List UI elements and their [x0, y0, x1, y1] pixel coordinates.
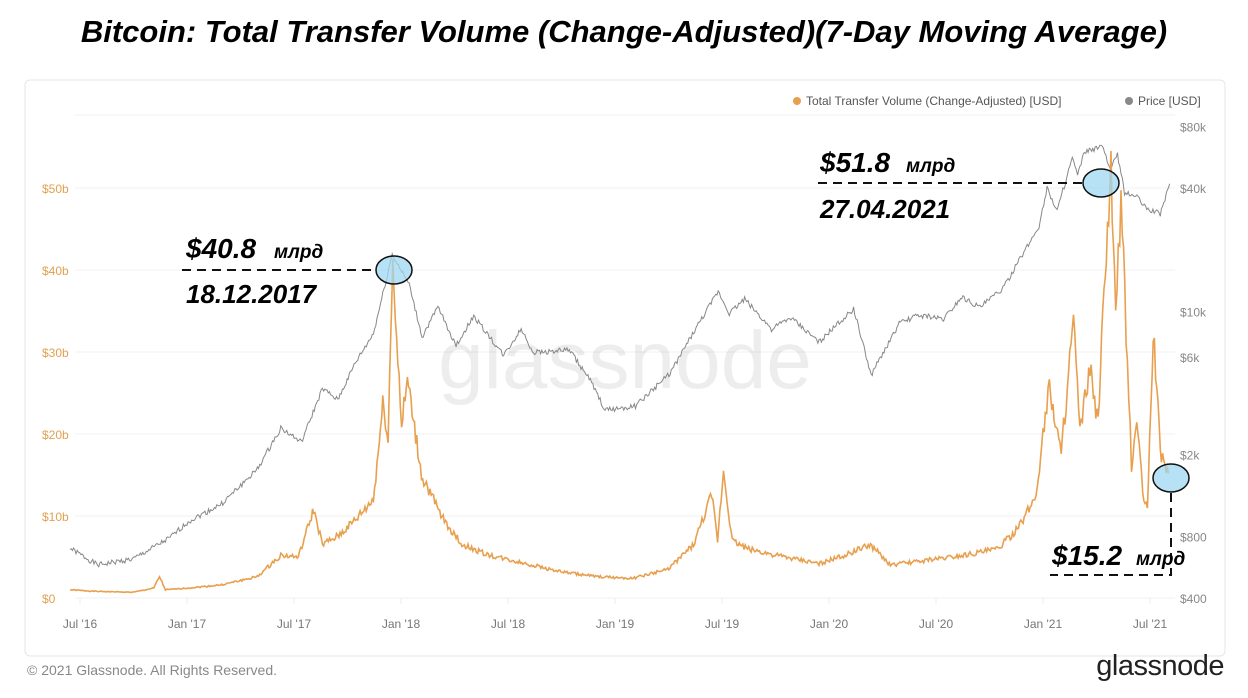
- legend-price-label: Price [USD]: [1138, 94, 1201, 108]
- annotation-2017-value: $40.8: [185, 233, 256, 264]
- x-tick-label: Jan '20: [810, 617, 849, 631]
- current-marker: [1152, 463, 1190, 493]
- annotation-2021-date: 27.04.2021: [819, 194, 950, 224]
- annotation-current-value: $15.2: [1051, 540, 1122, 571]
- y-right-tick-label: $2k: [1180, 449, 1200, 463]
- watermark: glassnode: [438, 315, 812, 406]
- y-right-tick-label: $10k: [1180, 305, 1207, 319]
- price-line: [69, 144, 1171, 568]
- y-right-tick-label: $800: [1180, 530, 1207, 544]
- y-left-tick-label: $30b: [42, 346, 69, 360]
- annotation-2021-value: $51.8: [819, 147, 890, 178]
- volume-line: [69, 150, 1170, 594]
- x-tick-label: Jul '18: [491, 617, 526, 631]
- x-tick-label: Jul '19: [705, 617, 740, 631]
- x-tick-label: Jul '20: [919, 617, 954, 631]
- y-left-tick-label: $40b: [42, 264, 69, 278]
- legend-volume-marker: [793, 97, 801, 105]
- y-left-tick-label: $50b: [42, 182, 69, 196]
- x-tick-label: Jan '19: [596, 617, 635, 631]
- copyright: © 2021 Glassnode. All Rights Reserved.: [27, 662, 278, 678]
- x-tick-label: Jul '17: [277, 617, 312, 631]
- x-tick-label: Jan '17: [168, 617, 207, 631]
- x-tick-label: Jul '21: [1133, 617, 1168, 631]
- y-right-tick-label: $6k: [1180, 351, 1200, 365]
- peak-2021-marker: [1082, 168, 1120, 198]
- annotation-2017-unit: млрд: [274, 242, 323, 263]
- y-left-tick-label: $0: [42, 592, 56, 606]
- y-right-tick-label: $400: [1180, 592, 1207, 606]
- y-right-tick-label: $80k: [1180, 120, 1207, 134]
- legend-volume-label: Total Transfer Volume (Change-Adjusted) …: [806, 94, 1061, 108]
- y-left-tick-label: $10b: [42, 510, 69, 524]
- legend-price-marker: [1125, 97, 1133, 105]
- annotation-dash: [1050, 493, 1172, 576]
- x-tick-label: Jan '18: [382, 617, 421, 631]
- chart-frame: [24, 79, 1226, 657]
- glassnode-logo: glassnode: [1096, 650, 1224, 682]
- y-right-tick-label: $40k: [1180, 182, 1207, 196]
- annotation-current-unit: млрд: [1136, 549, 1185, 570]
- peak-2017-marker: [375, 255, 413, 285]
- chart-title: Bitcoin: Total Transfer Volume (Change-A…: [80, 14, 1168, 49]
- y-left-tick-label: $20b: [42, 428, 69, 442]
- annotation-2017-date: 18.12.2017: [186, 279, 318, 309]
- x-tick-label: Jul '16: [63, 617, 98, 631]
- x-tick-label: Jan '21: [1024, 617, 1063, 631]
- annotation-2021-unit: млрд: [906, 156, 955, 177]
